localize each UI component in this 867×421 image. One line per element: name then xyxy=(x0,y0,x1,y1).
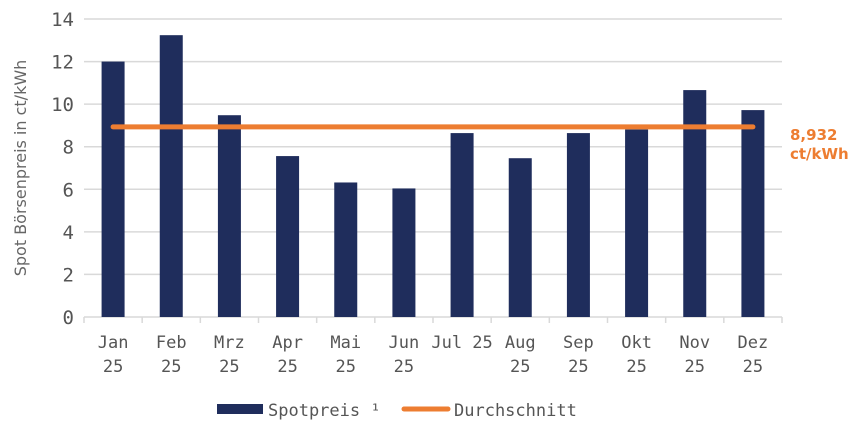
legend-label-spotpreis: Spotpreis ¹ xyxy=(268,401,381,421)
bar-feb xyxy=(159,35,183,317)
legend-swatch-spotpreis xyxy=(217,404,263,414)
legend: Spotpreis ¹ Durchschnitt xyxy=(217,401,577,421)
bar-dez xyxy=(741,110,765,317)
x-tick-label: Jul 25 xyxy=(431,333,492,353)
x-tick-label: Mai xyxy=(330,333,361,353)
bar-okt xyxy=(625,129,649,317)
x-tick-label: 25 xyxy=(568,357,588,377)
x-tick-label: 25 xyxy=(103,357,123,377)
x-tick-label: 25 xyxy=(277,357,297,377)
x-tick-label: Jun xyxy=(389,333,420,353)
y-tick-label: 0 xyxy=(63,307,74,329)
y-tick-label: 14 xyxy=(51,9,74,31)
x-tick-label: Apr xyxy=(272,333,303,353)
x-tick-label: Nov xyxy=(679,333,710,353)
x-tick-label: Jan xyxy=(98,333,129,353)
bar-apr xyxy=(276,156,300,317)
x-tick-label: Aug xyxy=(505,333,536,353)
bar-jun xyxy=(392,188,416,317)
average-unit-label: ct/kWh xyxy=(790,145,849,163)
x-tick-label: 25 xyxy=(626,357,646,377)
bar-jul-25 xyxy=(450,133,474,317)
bar-mai xyxy=(334,182,358,317)
bar-aug xyxy=(508,158,532,317)
x-tick-label: 25 xyxy=(743,357,763,377)
y-tick-label: 2 xyxy=(63,264,74,286)
x-tick-label: Sep xyxy=(563,333,594,353)
x-tick-label: 25 xyxy=(685,357,705,377)
x-tick-label: Mrz xyxy=(214,333,245,353)
x-tick-label: Dez xyxy=(738,333,769,353)
x-tick-label: Okt xyxy=(621,333,652,353)
x-tick-label: 25 xyxy=(394,357,414,377)
x-tick-label: 25 xyxy=(219,357,239,377)
bar-mrz xyxy=(217,115,241,317)
bar-sep xyxy=(566,133,590,317)
legend-label-durchschnitt: Durchschnitt xyxy=(454,401,577,421)
average-value-label: 8,932 xyxy=(790,126,837,144)
x-tick-label: Feb xyxy=(156,333,187,353)
x-tick-label: 25 xyxy=(336,357,356,377)
y-axis-label: Spot Börsenpreis in ct/kWh xyxy=(11,60,30,277)
y-tick-label: 10 xyxy=(51,94,74,116)
x-tick-label: 25 xyxy=(510,357,530,377)
y-tick-label: 6 xyxy=(63,179,74,201)
bar-jan xyxy=(101,61,125,318)
y-tick-label: 8 xyxy=(63,137,74,159)
y-tick-label: 12 xyxy=(51,52,74,74)
x-tick-label: 25 xyxy=(161,357,181,377)
bar-nov xyxy=(683,90,707,317)
y-tick-label: 4 xyxy=(63,222,74,244)
